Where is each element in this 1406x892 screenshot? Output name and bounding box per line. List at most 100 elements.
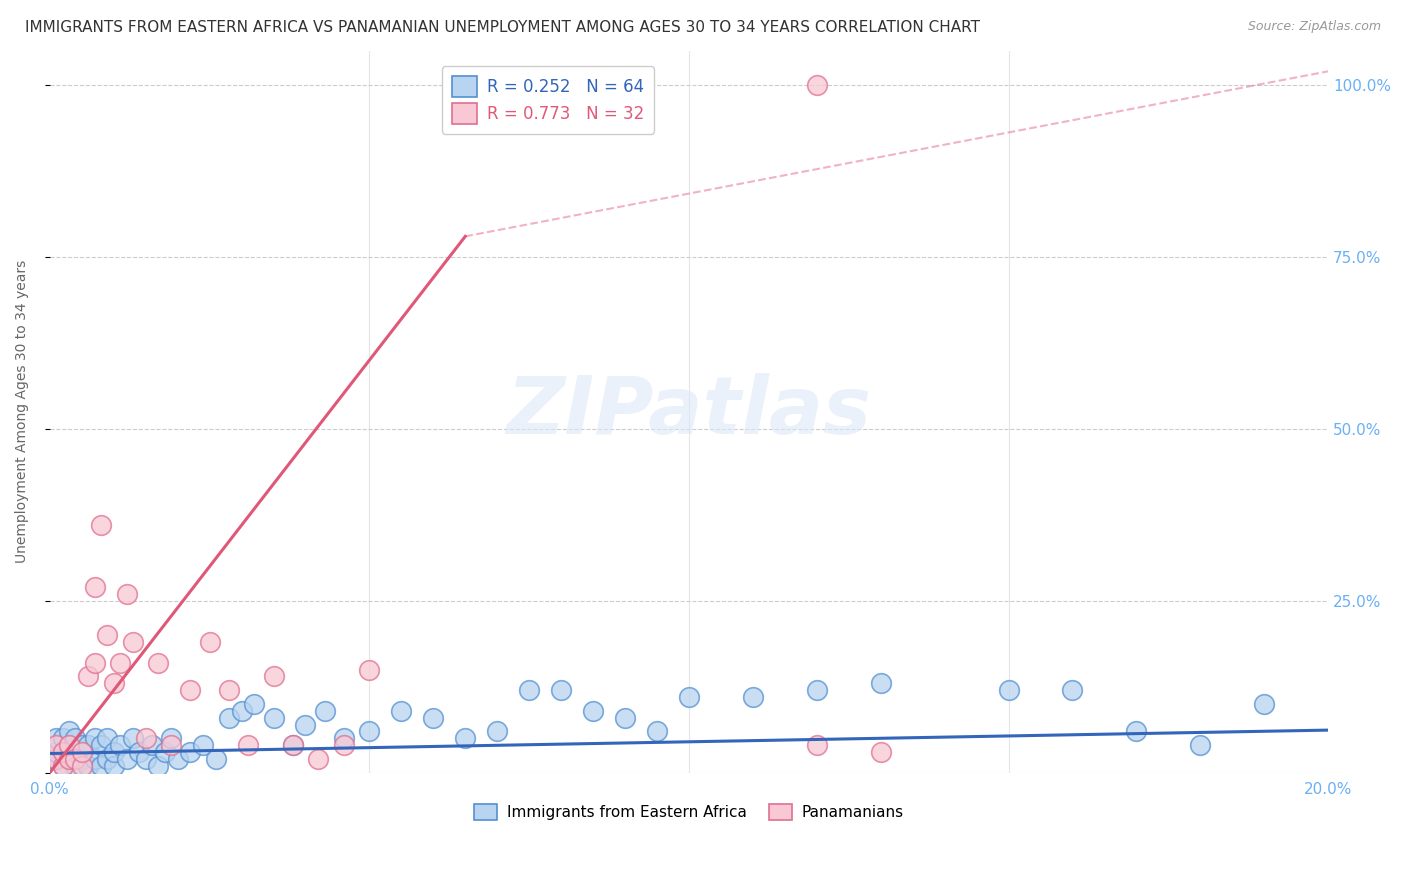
Point xyxy=(741,690,763,704)
Point xyxy=(454,731,477,746)
Point xyxy=(90,518,112,533)
Point xyxy=(869,676,891,690)
Point xyxy=(389,704,412,718)
Point xyxy=(52,745,75,759)
Point xyxy=(806,683,828,698)
Point xyxy=(359,724,381,739)
Point xyxy=(1253,697,1275,711)
Point xyxy=(65,731,87,746)
Text: IMMIGRANTS FROM EASTERN AFRICA VS PANAMANIAN UNEMPLOYMENT AMONG AGES 30 TO 34 YE: IMMIGRANTS FROM EASTERN AFRICA VS PANAMA… xyxy=(25,20,980,35)
Point xyxy=(997,683,1019,698)
Point xyxy=(96,628,118,642)
Point xyxy=(422,711,444,725)
Point xyxy=(90,759,112,773)
Legend: Immigrants from Eastern Africa, Panamanians: Immigrants from Eastern Africa, Panamani… xyxy=(468,798,910,827)
Point xyxy=(314,704,336,718)
Point xyxy=(77,669,100,683)
Point xyxy=(108,656,131,670)
Point xyxy=(179,683,201,698)
Text: Source: ZipAtlas.com: Source: ZipAtlas.com xyxy=(1247,20,1381,33)
Point xyxy=(96,752,118,766)
Point xyxy=(1062,683,1084,698)
Point xyxy=(115,587,138,601)
Point xyxy=(307,752,329,766)
Point xyxy=(517,683,540,698)
Point xyxy=(58,738,80,752)
Point xyxy=(359,663,381,677)
Point xyxy=(83,752,105,766)
Point xyxy=(243,697,266,711)
Text: ZIPatlas: ZIPatlas xyxy=(506,373,872,450)
Point xyxy=(135,752,157,766)
Point xyxy=(83,656,105,670)
Point xyxy=(160,738,183,752)
Point xyxy=(645,724,668,739)
Point xyxy=(486,724,509,739)
Point xyxy=(83,580,105,594)
Point xyxy=(58,738,80,752)
Point xyxy=(806,738,828,752)
Point xyxy=(70,752,93,766)
Point xyxy=(103,676,125,690)
Point xyxy=(218,711,240,725)
Point xyxy=(90,738,112,752)
Point xyxy=(58,752,80,766)
Y-axis label: Unemployment Among Ages 30 to 34 years: Unemployment Among Ages 30 to 34 years xyxy=(15,260,30,564)
Point xyxy=(45,731,67,746)
Point xyxy=(281,738,304,752)
Point xyxy=(115,752,138,766)
Point xyxy=(58,724,80,739)
Point xyxy=(148,656,170,670)
Point xyxy=(806,78,828,92)
Point xyxy=(77,759,100,773)
Point xyxy=(52,759,75,773)
Point xyxy=(45,745,67,759)
Point xyxy=(160,731,183,746)
Point xyxy=(96,731,118,746)
Point xyxy=(333,731,356,746)
Point xyxy=(70,738,93,752)
Point xyxy=(135,731,157,746)
Point xyxy=(198,635,221,649)
Point xyxy=(148,759,170,773)
Point xyxy=(65,745,87,759)
Point xyxy=(103,745,125,759)
Point xyxy=(52,731,75,746)
Point xyxy=(122,731,145,746)
Point xyxy=(65,759,87,773)
Point xyxy=(70,759,93,773)
Point xyxy=(65,752,87,766)
Point xyxy=(141,738,163,752)
Point xyxy=(218,683,240,698)
Point xyxy=(122,635,145,649)
Point xyxy=(263,669,285,683)
Point xyxy=(77,738,100,752)
Point xyxy=(205,752,228,766)
Point xyxy=(70,745,93,759)
Point xyxy=(42,752,65,766)
Point xyxy=(294,717,316,731)
Point xyxy=(281,738,304,752)
Point xyxy=(550,683,572,698)
Point xyxy=(108,738,131,752)
Point xyxy=(1125,724,1147,739)
Point xyxy=(614,711,637,725)
Point xyxy=(678,690,700,704)
Point xyxy=(58,752,80,766)
Point xyxy=(153,745,176,759)
Point xyxy=(179,745,201,759)
Point xyxy=(52,759,75,773)
Point xyxy=(582,704,605,718)
Point xyxy=(45,752,67,766)
Point xyxy=(193,738,215,752)
Point xyxy=(166,752,188,766)
Point xyxy=(869,745,891,759)
Point xyxy=(236,738,259,752)
Point xyxy=(83,731,105,746)
Point xyxy=(333,738,356,752)
Point xyxy=(1189,738,1212,752)
Point xyxy=(128,745,150,759)
Point xyxy=(45,738,67,752)
Point xyxy=(263,711,285,725)
Point xyxy=(103,759,125,773)
